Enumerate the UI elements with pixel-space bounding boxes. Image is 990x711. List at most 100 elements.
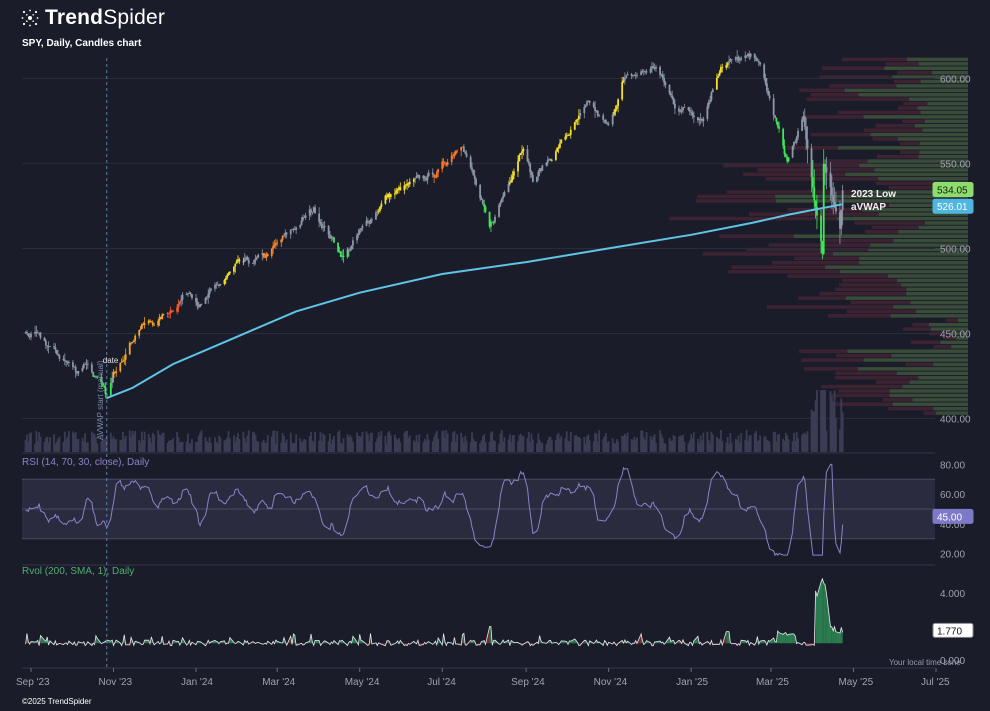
volume-bar [253, 432, 256, 452]
candle-body [530, 172, 533, 176]
candle-body [27, 333, 30, 336]
volume-profile-bar-up [858, 93, 968, 97]
candle-body [444, 162, 446, 164]
candle-body [626, 74, 629, 76]
candle-body [30, 333, 32, 338]
candle-body [502, 195, 505, 199]
volume-profile-bar-down [905, 362, 934, 367]
candle-body [205, 297, 208, 299]
avwap-start-label: AVWAP start (manual) [96, 360, 105, 440]
volume-bar [134, 431, 137, 452]
rvol-area [727, 631, 729, 644]
candle-body [300, 220, 303, 226]
x-tick-label: Mar '24 [262, 677, 295, 688]
candle-body [84, 364, 87, 365]
volume-profile-bar-down [811, 132, 871, 137]
rvol-area [823, 583, 826, 644]
volume-bar [346, 434, 349, 452]
volume-bar [825, 430, 828, 452]
rvol-area [815, 590, 817, 644]
rvol-area [570, 639, 575, 644]
volume-bar [753, 433, 756, 452]
candle-body [115, 371, 118, 373]
volume-profile-bar-up [918, 154, 968, 159]
volume-bar [435, 430, 438, 452]
volume-profile-bar-down [882, 398, 913, 402]
volume-bar [170, 439, 173, 452]
volume-bar [370, 432, 373, 452]
volume-bar [813, 411, 816, 452]
candle-body [96, 376, 99, 378]
candle-body [216, 284, 219, 286]
rvol-area [821, 578, 823, 644]
candle-body [734, 57, 737, 60]
candle-body [122, 360, 124, 362]
volume-bar [416, 441, 419, 452]
rvol-area [40, 635, 45, 644]
volume-bar [492, 440, 495, 452]
volume-bar [44, 438, 47, 452]
x-tick-label: May '25 [838, 677, 873, 688]
volume-bar [327, 441, 330, 452]
volume-profile-bar-down [912, 322, 929, 327]
candle-body [442, 161, 445, 163]
last-price-tag-text: 534.05 [937, 186, 968, 197]
volume-profile-bar-down [842, 278, 898, 283]
volume-bar [150, 442, 153, 452]
volume-bar [536, 443, 538, 452]
candle-body [38, 332, 41, 334]
candle-body [266, 254, 269, 257]
x-tick-label: Jul '24 [427, 677, 456, 688]
volume-profile-bar-up [891, 353, 968, 358]
candle-body [787, 157, 790, 162]
candle-body [791, 146, 794, 158]
volume-bar [483, 434, 486, 452]
volume-profile-bar-down [834, 402, 893, 406]
volume-bar [737, 435, 740, 452]
candle-body [759, 62, 762, 65]
candle-body [598, 115, 601, 116]
volume-profile-bar-up [920, 110, 968, 115]
candle-body [166, 313, 169, 314]
volume-profile-bar-up [859, 163, 968, 168]
volume-profile-bar-down [695, 199, 776, 203]
volume-bar [49, 437, 51, 452]
candle-body [498, 205, 500, 217]
volume-bar [473, 441, 476, 452]
candle-body [34, 331, 36, 334]
volume-bar [104, 438, 107, 452]
volume-profile-bar-down [728, 269, 841, 274]
volume-bar [717, 438, 720, 452]
candle-body [238, 259, 241, 262]
volume-bar [756, 441, 759, 452]
candle-body [159, 317, 162, 319]
volume-profile-bar-up [930, 327, 968, 331]
volume-bar [481, 436, 484, 452]
volume-bar [66, 436, 69, 452]
volume-bar [540, 442, 542, 452]
candle-body [387, 193, 390, 198]
volume-bar [357, 435, 360, 452]
volume-bar [617, 441, 620, 452]
candle-body [427, 172, 430, 176]
candle-body [251, 263, 254, 264]
candle-body [218, 285, 220, 286]
volume-bar [626, 432, 629, 452]
candle-body [350, 245, 353, 250]
volume-bar [462, 442, 465, 452]
x-tick-label: Jan '25 [676, 677, 708, 688]
volume-bar [613, 442, 615, 452]
volume-bar [323, 435, 326, 452]
volume-bar [546, 440, 549, 452]
volume-profile-bar-up [918, 375, 968, 380]
volume-bar [521, 436, 523, 452]
candle-body [172, 311, 174, 312]
volume-bar [95, 437, 97, 452]
volume-bar [291, 442, 293, 452]
rsi-line [25, 463, 844, 557]
volume-bar [441, 431, 444, 452]
volume-profile-bar-down [899, 141, 920, 146]
volume-bar [802, 433, 805, 452]
volume-bar [276, 431, 279, 452]
